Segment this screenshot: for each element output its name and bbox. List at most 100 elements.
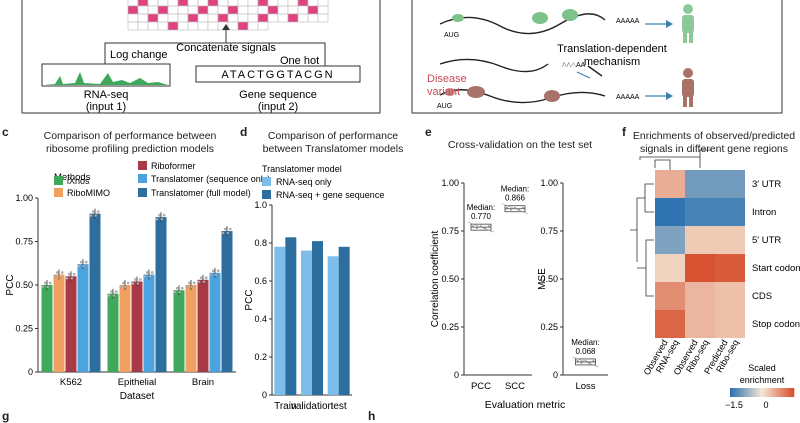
- f-colorbar-seg: [776, 388, 779, 397]
- variant-l2: variant: [427, 86, 460, 98]
- e-point: [518, 208, 520, 211]
- e-ytick-label: 0.75: [540, 226, 558, 236]
- c-point: [146, 271, 149, 274]
- grid-cell: [267, 13, 279, 23]
- panel-label-d: d: [240, 125, 248, 139]
- f-cell: [685, 170, 715, 198]
- c-legend-label: Translatomer (full model): [151, 188, 251, 198]
- c-point: [188, 281, 191, 285]
- e-point: [588, 362, 591, 364]
- c-point: [56, 271, 59, 274]
- c-point: [185, 285, 189, 289]
- grid-cell: [177, 21, 189, 31]
- grid-cell: [157, 13, 169, 23]
- c-point: [216, 269, 220, 273]
- c-xtick-label: K562: [60, 377, 82, 388]
- d-bar: [338, 246, 350, 395]
- c-point: [190, 285, 194, 289]
- d-ytick-label: 1.0: [254, 200, 267, 210]
- grid-cell: [267, 0, 279, 7]
- f-colorbar-seg: [744, 388, 747, 397]
- f-colorbar-seg: [782, 388, 785, 397]
- e-xtick-label: Loss: [575, 381, 595, 392]
- c-point: [94, 214, 98, 218]
- c-point: [209, 273, 213, 277]
- f-colorbar-seg: [792, 388, 795, 397]
- c-point: [60, 271, 64, 274]
- grid-cell: [127, 0, 139, 7]
- polya-3: AAAAA: [616, 94, 640, 101]
- grid-cell: [297, 0, 309, 7]
- grid-cell: [317, 0, 329, 7]
- panel-d-title-l2: between Translatomer models: [262, 143, 404, 155]
- c-point: [80, 260, 83, 264]
- d-legend-swatch: [262, 190, 271, 199]
- grid-cell: [127, 21, 139, 31]
- c-point: [119, 285, 123, 289]
- c-point: [155, 217, 159, 221]
- f-colorbar-seg: [750, 388, 753, 397]
- f-colorbar-seg: [740, 388, 743, 397]
- c-point: [173, 290, 177, 294]
- f-colorbar-title-1: Scaled: [748, 363, 776, 373]
- gene-seq-label: Gene sequence: [239, 89, 317, 101]
- one-hot-label: One hot: [280, 55, 319, 67]
- panel-c-title-l1: Comparison of performance between: [43, 130, 217, 142]
- c-legend-swatch: [138, 161, 147, 170]
- c-legend-label: Translatomer (sequence only): [151, 174, 270, 184]
- panel-d-title: Comparison of performance between Transl…: [248, 130, 418, 156]
- panel-f-title: Enrichments of observed/predicted signal…: [628, 130, 800, 156]
- c-point: [160, 217, 164, 221]
- grid-cell: [207, 21, 219, 31]
- concat-arrowhead: [222, 24, 230, 30]
- e-point: [488, 225, 490, 228]
- c-point: [221, 231, 225, 235]
- d-legend-label: RNA-seq only: [276, 177, 332, 187]
- grid-cell: [137, 21, 149, 31]
- e-ytick-label: 1.00: [441, 178, 459, 188]
- e-ytick-label: 0.25: [441, 322, 459, 332]
- f-colorbar-seg: [764, 388, 767, 397]
- healthy-person-icon: [682, 4, 694, 43]
- top-left-frame: [21, 0, 381, 114]
- mechanism-l1: Translation-dependent: [557, 43, 667, 55]
- f-colorbar-seg: [732, 388, 735, 397]
- f-cell: [685, 226, 715, 254]
- gene-seq-box: [195, 65, 361, 83]
- e-point: [510, 208, 512, 211]
- c-point: [82, 264, 86, 268]
- d-ytick-label: 0.8: [254, 238, 267, 248]
- f-cell: [685, 282, 715, 310]
- f-colorbar-seg: [786, 388, 789, 397]
- ribosome-1: [452, 14, 464, 22]
- f-row-label: Start codon: [752, 263, 800, 274]
- c-point: [228, 227, 232, 231]
- c-point: [138, 278, 142, 281]
- f-cell: [655, 254, 685, 282]
- e-median-value: 0.770: [471, 212, 492, 221]
- panel-label-f: f: [622, 125, 626, 139]
- e-whisker: [501, 203, 529, 215]
- rnaseq-sub: (input 1): [86, 101, 126, 113]
- e-point: [580, 362, 583, 364]
- c-legend-swatch: [54, 188, 63, 197]
- c-legend-swatch: [138, 188, 147, 197]
- d-ylabel: PCC: [244, 289, 255, 310]
- d-bar: [285, 237, 297, 395]
- aug-2: AUG: [437, 103, 452, 110]
- f-colorbar-seg: [788, 388, 791, 397]
- f-colorbar-seg: [778, 388, 781, 397]
- c-point: [84, 260, 88, 264]
- f-colorbar-seg: [748, 388, 751, 397]
- f-row-label: 3′ UTR: [752, 179, 781, 190]
- grid-cell: [197, 0, 209, 7]
- c-bar: [41, 285, 53, 372]
- c-bar: [131, 281, 143, 372]
- d-ytick-label: 0: [262, 390, 267, 400]
- grid-cell: [127, 13, 139, 23]
- ribosome-2: [532, 12, 548, 24]
- c-point: [176, 286, 179, 290]
- panel-f-heatmap: 3′ UTR Intron 5′ UTR Start codon CDS Stop cod…: [630, 149, 800, 410]
